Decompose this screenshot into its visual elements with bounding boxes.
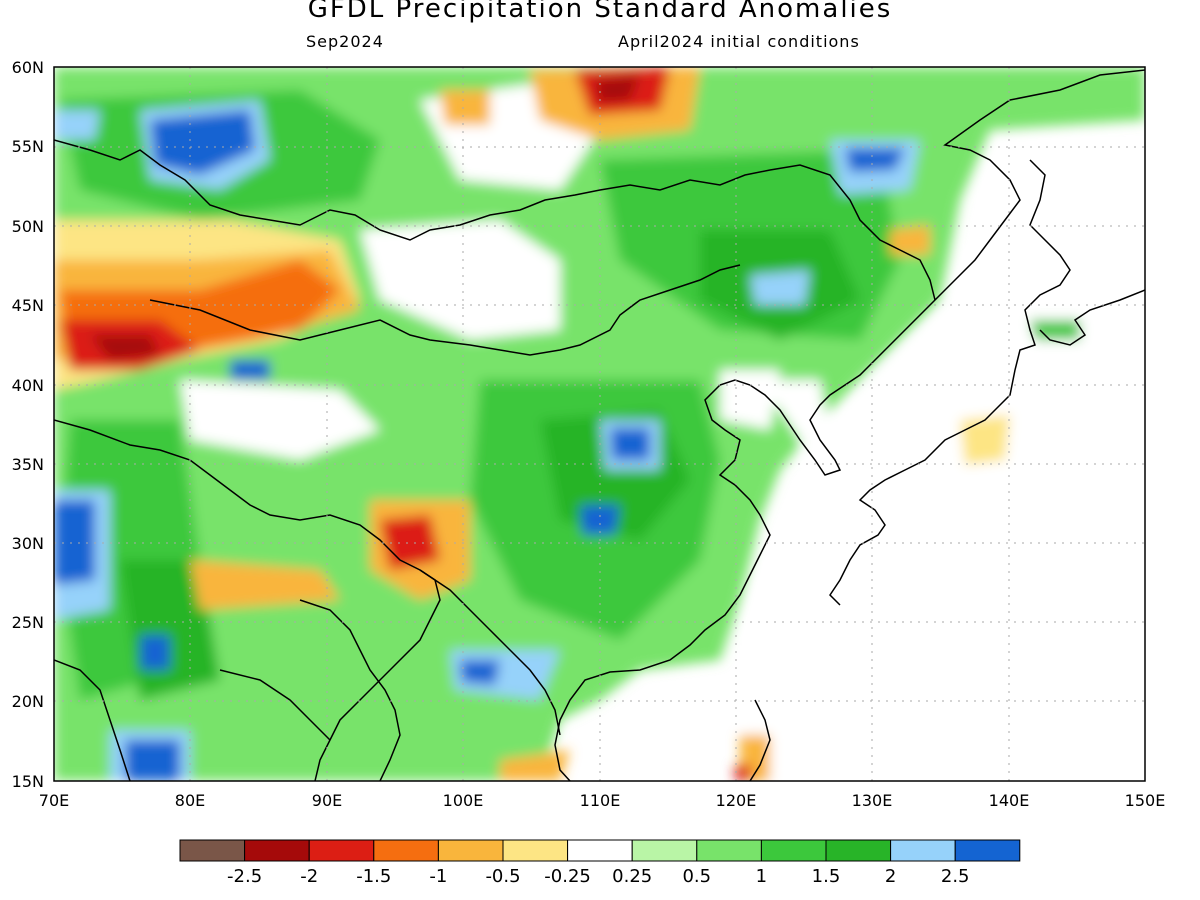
lat-label: 40N — [12, 376, 44, 395]
colorbar-swatch — [244, 839, 310, 862]
grid-lines — [54, 67, 1145, 781]
colorbar-label: 0.25 — [612, 866, 652, 887]
lon-label: 130E — [852, 791, 893, 810]
colorbar-swatch — [308, 839, 375, 862]
colorbar-label: 1.5 — [812, 866, 841, 887]
colorbar-swatch — [954, 839, 1021, 862]
colorbar-label: 1 — [756, 866, 767, 887]
colorbar: -2.5 -2 -1.5 -1 -0.5 -0.25 0.25 0.5 1 1.5 2 2.5 — [179, 839, 1021, 887]
colorbar-swatch — [760, 839, 827, 862]
lon-label: 150E — [1125, 791, 1166, 810]
colorbar-swatch — [502, 839, 569, 862]
lat-label: 30N — [12, 534, 44, 553]
lon-label: 110E — [580, 791, 621, 810]
lon-label: 100E — [443, 791, 484, 810]
colorbar-swatch — [437, 839, 504, 862]
colorbar-swatch — [631, 839, 698, 862]
lat-label: 50N — [12, 217, 44, 236]
anomaly-field — [54, 67, 1145, 781]
lon-label: 70E — [39, 791, 69, 810]
lon-axis: 70E 80E 90E 100E 110E 120E 130E 140E 150… — [39, 791, 1166, 810]
colorbar-label: 0.5 — [682, 866, 711, 887]
subtitle-month: Sep2024 — [306, 32, 384, 51]
colorbar-label: -0.25 — [544, 866, 591, 887]
colorbar-swatch — [696, 839, 762, 862]
lat-label: 35N — [12, 455, 44, 474]
coastline-lines — [54, 69, 1145, 781]
lon-label: 120E — [716, 791, 757, 810]
lon-label: 140E — [989, 791, 1030, 810]
lat-label: 15N — [12, 772, 44, 791]
subtitle-init: April2024 initial conditions — [618, 32, 860, 51]
lat-label: 60N — [12, 58, 44, 77]
lat-label: 20N — [12, 692, 44, 711]
colorbar-label: -0.5 — [485, 866, 520, 887]
colorbar-label: 2 — [885, 866, 896, 887]
lat-label: 55N — [12, 137, 44, 156]
lat-label: 25N — [12, 613, 44, 632]
colorbar-swatch — [179, 839, 246, 862]
colorbar-label: -2 — [300, 866, 318, 887]
colorbar-swatch — [567, 839, 633, 862]
colorbar-swatch — [825, 839, 892, 862]
lat-axis: 60N 55N 50N 45N 40N 35N 30N 25N 20N 15N — [12, 58, 44, 791]
colorbar-label: -1.5 — [356, 866, 391, 887]
colorbar-swatch — [373, 839, 439, 862]
lon-label: 90E — [312, 791, 342, 810]
colorbar-label: -2.5 — [227, 866, 262, 887]
lat-label: 45N — [12, 296, 44, 315]
lon-label: 80E — [175, 791, 205, 810]
map-title: GFDL Precipitation Standard Anomalies — [307, 0, 893, 24]
colorbar-swatch — [890, 839, 956, 862]
colorbar-label: -1 — [429, 866, 447, 887]
plot-frame — [53, 66, 1146, 782]
colorbar-label: 2.5 — [941, 866, 970, 887]
